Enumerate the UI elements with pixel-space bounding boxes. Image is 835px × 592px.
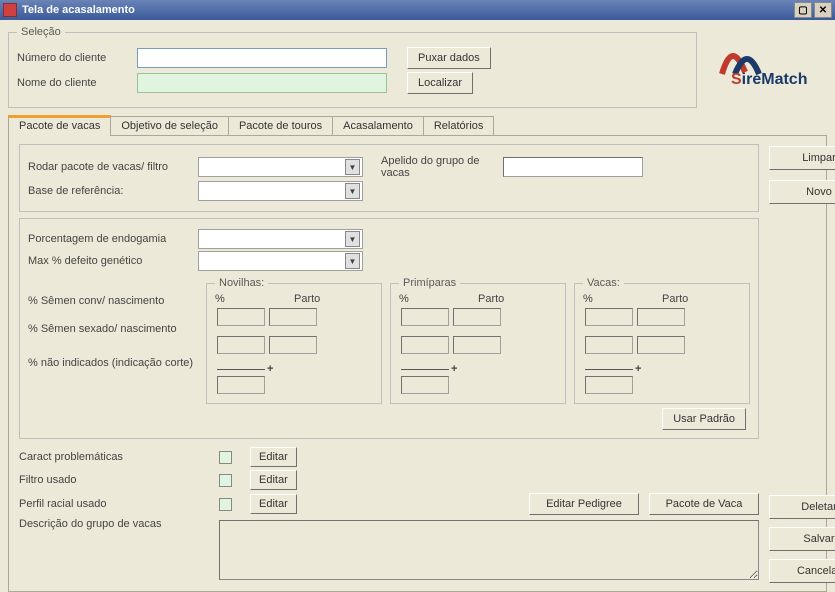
brand-logo: SireMatch — [707, 34, 827, 89]
primiparas-total[interactable] — [401, 376, 449, 394]
primiparas-legend: Primíparas — [399, 277, 460, 289]
max-defeito-combo[interactable]: ▼ — [198, 251, 363, 271]
novilhas-divider — [217, 369, 265, 370]
endogamia-label: Porcentagem de endogamia — [28, 233, 198, 245]
novilhas-group: Novilhas: %Parto + — [206, 277, 382, 404]
perfil-checkbox[interactable] — [219, 498, 232, 511]
tab-pacote-vacas[interactable]: Pacote de vacas — [8, 115, 111, 136]
vacas-sex-pct[interactable] — [585, 336, 633, 354]
novilhas-conv-parto[interactable] — [269, 308, 317, 326]
apelido-input[interactable] — [503, 157, 643, 177]
usar-padrao-button[interactable]: Usar Padrão — [662, 408, 746, 430]
plus-icon: + — [267, 363, 273, 375]
caract-editar-button[interactable]: Editar — [250, 447, 297, 467]
tab-strip: Pacote de vacas Objetivo de seleção Paco… — [8, 114, 827, 136]
col-pct: % — [215, 293, 294, 305]
caract-checkbox[interactable] — [219, 451, 232, 464]
endogamia-combo[interactable]: ▼ — [198, 229, 363, 249]
desc-label: Descrição do grupo de vacas — [19, 518, 219, 530]
novo-button[interactable]: Novo — [769, 180, 835, 204]
tab-pacote-touros[interactable]: Pacote de touros — [228, 116, 333, 135]
client-number-label: Número do cliente — [17, 52, 137, 64]
apelido-label: Apelido do grupo de vacas — [381, 155, 501, 179]
novilhas-sex-pct[interactable] — [217, 336, 265, 354]
selecao-fieldset: Seleção Número do cliente Puxar dados No… — [8, 26, 697, 108]
pacote-vaca-button[interactable]: Pacote de Vaca — [649, 493, 759, 515]
window-title: Tela de acasalamento — [22, 4, 135, 16]
svg-text:SireMatch: SireMatch — [731, 71, 807, 86]
novilhas-conv-pct[interactable] — [217, 308, 265, 326]
novilhas-total[interactable] — [217, 376, 265, 394]
selecao-legend: Seleção — [17, 26, 65, 38]
vacas-group: Vacas: %Parto + — [574, 277, 750, 404]
client-name-label: Nome do cliente — [17, 77, 137, 89]
tab-acasalamento[interactable]: Acasalamento — [332, 116, 424, 135]
app-icon — [3, 3, 17, 17]
chevron-down-icon: ▼ — [345, 183, 360, 199]
primiparas-conv-pct[interactable] — [401, 308, 449, 326]
base-combo[interactable]: ▼ — [198, 181, 363, 201]
vacas-total[interactable] — [585, 376, 633, 394]
vacas-legend: Vacas: — [583, 277, 624, 289]
desc-textarea[interactable] — [219, 520, 759, 580]
limpar-button[interactable]: Limpar — [769, 146, 835, 170]
col-pct: % — [583, 293, 662, 305]
filtro-editar-button[interactable]: Editar — [250, 470, 297, 490]
tab-objetivo-selecao[interactable]: Objetivo de seleção — [110, 116, 229, 135]
vacas-conv-parto[interactable] — [637, 308, 685, 326]
col-parto: Parto — [478, 293, 557, 305]
close-button[interactable]: ✕ — [814, 2, 832, 18]
chevron-down-icon: ▼ — [345, 253, 360, 269]
client-number-input[interactable] — [137, 48, 387, 68]
filtro-label: Filtro usado — [19, 474, 219, 486]
rodar-label: Rodar pacote de vacas/ filtro — [28, 161, 198, 173]
filter-group-1: Rodar pacote de vacas/ filtro ▼ Apelido … — [19, 144, 759, 212]
perfil-editar-button[interactable]: Editar — [250, 494, 297, 514]
col-parto: Parto — [294, 293, 373, 305]
novilhas-sex-parto[interactable] — [269, 336, 317, 354]
perfil-label: Perfil racial usado — [19, 498, 219, 510]
vacas-sex-parto[interactable] — [637, 336, 685, 354]
plus-icon: + — [635, 363, 641, 375]
semen-sexado-label: % Sêmen sexado/ nascimento — [28, 323, 198, 357]
primiparas-conv-parto[interactable] — [453, 308, 501, 326]
cancelar-button[interactable]: Cancelar — [769, 559, 835, 583]
primiparas-sex-parto[interactable] — [453, 336, 501, 354]
tab-relatorios[interactable]: Relatórios — [423, 116, 495, 135]
minimize-button[interactable]: ▢ — [794, 2, 812, 18]
chevron-down-icon: ▼ — [345, 159, 360, 175]
base-label: Base de referência: — [28, 185, 198, 197]
caract-label: Caract problemáticas — [19, 451, 219, 463]
vacas-conv-pct[interactable] — [585, 308, 633, 326]
semen-conv-label: % Sêmen conv/ nascimento — [28, 295, 198, 323]
col-pct: % — [399, 293, 478, 305]
plus-icon: + — [451, 363, 457, 375]
max-defeito-label: Max % defeito genético — [28, 255, 198, 267]
nao-indicados-label: % não indicados (indicação corte) — [28, 357, 198, 385]
primiparas-divider — [401, 369, 449, 370]
chevron-down-icon: ▼ — [345, 231, 360, 247]
rodar-combo[interactable]: ▼ — [198, 157, 363, 177]
filter-group-2: Porcentagem de endogamia ▼ Max % defeito… — [19, 218, 759, 439]
primiparas-sex-pct[interactable] — [401, 336, 449, 354]
deletar-button[interactable]: Deletar — [769, 495, 835, 519]
filtro-checkbox[interactable] — [219, 474, 232, 487]
localize-button[interactable]: Localizar — [407, 72, 473, 94]
primiparas-group: Primíparas %Parto + — [390, 277, 566, 404]
salvar-button[interactable]: Salvar — [769, 527, 835, 551]
vacas-divider — [585, 369, 633, 370]
pull-data-button[interactable]: Puxar dados — [407, 47, 491, 69]
title-bar: Tela de acasalamento ▢ ✕ — [0, 0, 835, 20]
col-parto: Parto — [662, 293, 741, 305]
novilhas-legend: Novilhas: — [215, 277, 268, 289]
editar-pedigree-button[interactable]: Editar Pedigree — [529, 493, 639, 515]
client-name-input[interactable] — [137, 73, 387, 93]
